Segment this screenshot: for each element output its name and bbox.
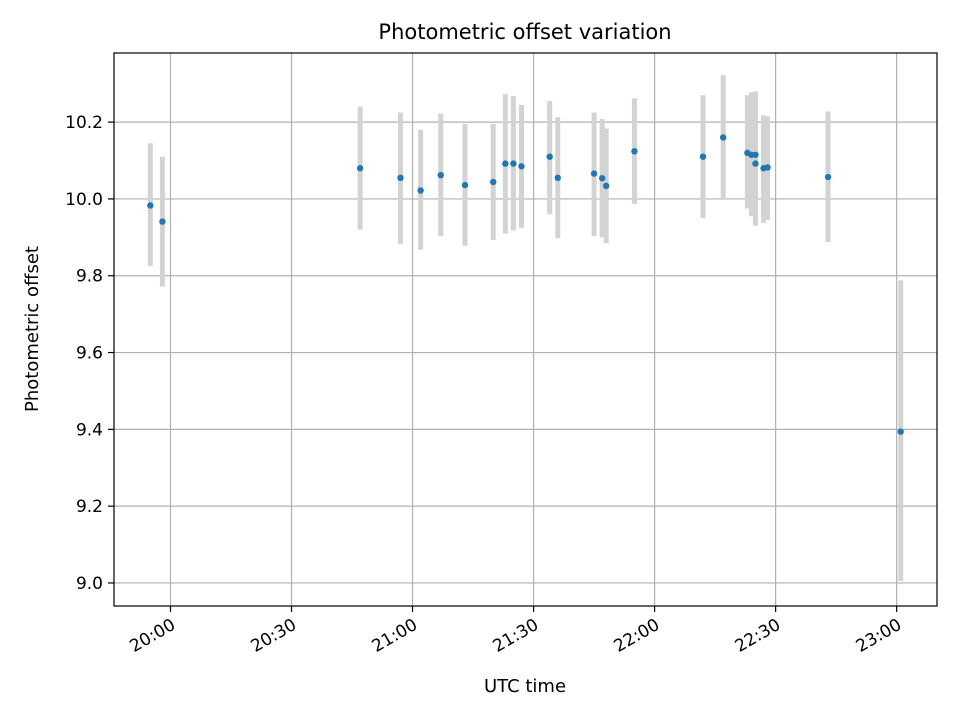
data-point [437, 171, 444, 179]
data-point [490, 178, 497, 186]
plot-frame [113, 52, 938, 607]
y-tick-label: 9.6 [76, 344, 103, 364]
y-tick-label: 9.4 [76, 420, 103, 440]
data-point [752, 160, 759, 167]
data-point [546, 153, 553, 160]
y-tick-label: 10.0 [65, 190, 103, 210]
y-axis: 9.0 9.2 9.4 9.6 9.8 10.0 10.2 [65, 113, 114, 594]
data-point [502, 160, 509, 167]
data-point [159, 218, 166, 225]
x-tick-label: 23:00 [853, 615, 905, 657]
y-tick-label: 9.0 [76, 574, 103, 594]
data-point [699, 153, 707, 160]
chart-title: Photometric offset variation [378, 20, 671, 44]
data-point [417, 187, 424, 194]
data-point [631, 148, 638, 155]
data-point [752, 151, 759, 158]
data-point [602, 182, 610, 190]
x-axis: 20:00 20:30 21:00 21:30 22:00 22:30 23:00 [127, 606, 905, 657]
x-tick-label: 21:00 [369, 615, 421, 657]
gridlines [114, 53, 937, 606]
data-point [824, 173, 832, 181]
x-tick-label: 20:30 [248, 615, 300, 657]
x-tick-label: 22:30 [732, 615, 784, 657]
data-point [147, 202, 154, 209]
data-point [764, 164, 771, 171]
x-tick-label: 20:00 [127, 615, 179, 657]
data-points [147, 134, 904, 435]
errorbars [147, 75, 904, 582]
data-point [897, 428, 904, 435]
data-point [554, 174, 561, 182]
y-tick-label: 10.2 [65, 113, 103, 133]
y-tick-label: 9.2 [76, 497, 103, 517]
data-point [590, 170, 598, 177]
y-axis-label: Photometric offset [22, 246, 43, 412]
x-axis-label: UTC time [484, 676, 566, 697]
data-point [461, 181, 469, 189]
data-point [719, 134, 727, 141]
data-point [397, 174, 404, 182]
data-point [510, 160, 517, 167]
data-point [518, 163, 525, 170]
y-tick-label: 9.8 [76, 267, 103, 287]
data-point [356, 165, 364, 172]
data-point [598, 174, 606, 182]
x-tick-label: 22:00 [611, 615, 663, 657]
x-tick-label: 21:30 [490, 615, 542, 657]
